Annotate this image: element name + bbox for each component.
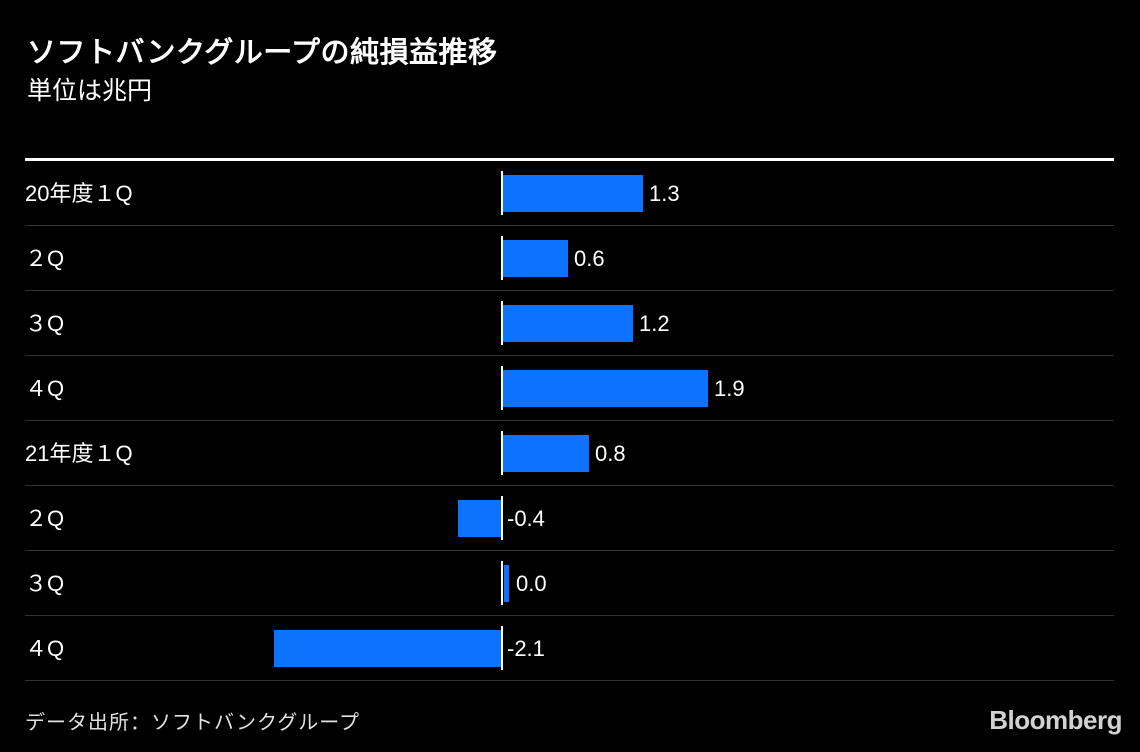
zero-axis-line bbox=[501, 561, 503, 605]
bar bbox=[503, 435, 589, 472]
value-label: 1.3 bbox=[649, 181, 680, 206]
zero-axis-line bbox=[501, 496, 503, 540]
value-label: 0.6 bbox=[574, 246, 605, 271]
zero-axis-line bbox=[501, 236, 503, 280]
category-label: 21年度１Q bbox=[25, 441, 133, 466]
bar bbox=[503, 240, 568, 277]
zero-axis-line bbox=[501, 431, 503, 475]
category-label: ３Q bbox=[25, 311, 65, 336]
source-note: データ出所：ソフトバンクグループ bbox=[25, 712, 360, 734]
value-label: -2.1 bbox=[507, 636, 545, 661]
chart-row: ４Q -2.1 bbox=[25, 616, 1114, 681]
chart-row: ３Q 0.0 bbox=[25, 551, 1114, 616]
value-label: 0.0 bbox=[516, 571, 547, 596]
category-label: ４Q bbox=[25, 636, 65, 661]
value-label: 0.8 bbox=[595, 441, 626, 466]
zero-axis-line bbox=[501, 366, 503, 410]
chart-title: ソフトバンクグループの純損益推移 bbox=[27, 37, 498, 69]
bar bbox=[504, 565, 509, 602]
chart-header: ソフトバンクグループの純損益推移 単位は兆円 bbox=[27, 36, 498, 106]
top-axis-rule bbox=[25, 158, 1114, 161]
bar bbox=[503, 370, 708, 407]
chart-row: 20年度１Q 1.3 bbox=[25, 161, 1114, 226]
chart-subtitle: 単位は兆円 bbox=[27, 77, 153, 105]
category-label: ２Q bbox=[25, 246, 65, 271]
bar-chart: 20年度１Q 1.3 ２Q 0.6 ３Q 1.2 ４Q 1.9 21年度１Q bbox=[25, 161, 1114, 681]
chart-row: ２Q 0.6 bbox=[25, 226, 1114, 291]
bar bbox=[503, 175, 643, 212]
bar bbox=[274, 630, 501, 667]
zero-axis-line bbox=[501, 301, 503, 345]
bar bbox=[503, 305, 633, 342]
category-label: ３Q bbox=[25, 571, 65, 596]
chart-row: ２Q -0.4 bbox=[25, 486, 1114, 551]
chart-row: ４Q 1.9 bbox=[25, 356, 1114, 421]
bloomberg-logo: Bloomberg bbox=[989, 705, 1122, 735]
value-label: 1.2 bbox=[639, 311, 670, 336]
category-label: 20年度１Q bbox=[25, 181, 133, 206]
category-label: ４Q bbox=[25, 376, 65, 401]
bar bbox=[458, 500, 501, 537]
value-label: -0.4 bbox=[507, 506, 545, 531]
zero-axis-line bbox=[501, 626, 503, 670]
value-label: 1.9 bbox=[714, 376, 745, 401]
zero-axis-line bbox=[501, 171, 503, 215]
chart-row: ３Q 1.2 bbox=[25, 291, 1114, 356]
chart-row: 21年度１Q 0.8 bbox=[25, 421, 1114, 486]
category-label: ２Q bbox=[25, 506, 65, 531]
